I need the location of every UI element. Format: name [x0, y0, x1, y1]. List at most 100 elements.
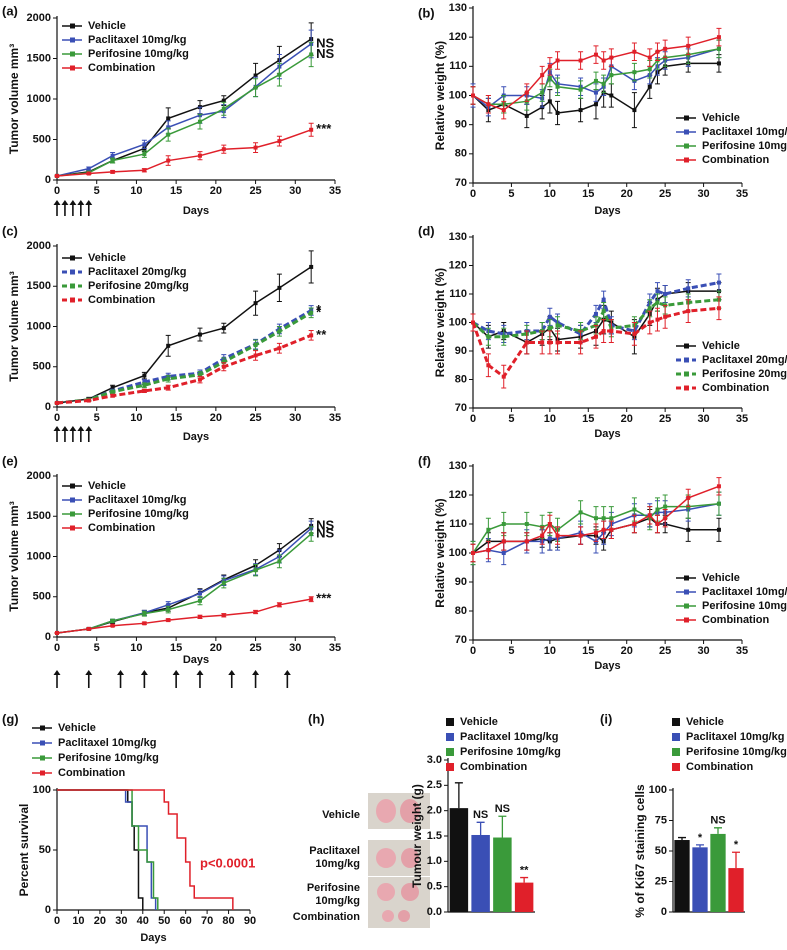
- point: [547, 340, 552, 345]
- x-tick-label: 35: [736, 413, 748, 425]
- point: [647, 513, 652, 518]
- legend-marker: [684, 385, 689, 391]
- series-line: [56, 266, 312, 404]
- dose-arrowhead: [172, 670, 180, 675]
- legend-marker: [70, 483, 75, 489]
- y-tick-label: 120: [449, 259, 467, 271]
- point: [540, 533, 545, 538]
- series-line: [56, 43, 312, 177]
- series-line: [56, 525, 312, 634]
- y-tick-label: 90: [455, 345, 467, 357]
- x-tick-label: 30: [697, 413, 709, 425]
- x-tick-label: 15: [582, 645, 594, 657]
- point: [555, 58, 560, 63]
- point: [142, 142, 147, 147]
- point: [142, 611, 147, 616]
- legend-label: Combination: [702, 154, 769, 166]
- point: [166, 602, 171, 607]
- tumour: [401, 848, 419, 868]
- error-bar: [476, 821, 485, 835]
- error-bar: [678, 836, 686, 841]
- point: [110, 169, 115, 174]
- y-tick-label: 500: [33, 591, 51, 603]
- point: [578, 340, 583, 345]
- series: [470, 477, 722, 563]
- y-tick-label: 0: [45, 401, 51, 413]
- series-line: [57, 789, 159, 910]
- point: [524, 90, 529, 95]
- point: [277, 346, 282, 351]
- point: [547, 536, 552, 541]
- point: [253, 145, 258, 150]
- point: [142, 621, 147, 626]
- x-tick-label: 5: [94, 412, 100, 424]
- point: [647, 306, 652, 311]
- point: [86, 398, 91, 403]
- y-tick-label: 80: [455, 605, 467, 617]
- point: [142, 388, 147, 393]
- y-axis-label: % of Ki67 staining cells: [633, 784, 647, 918]
- point: [540, 340, 545, 345]
- series: [54, 250, 314, 405]
- legend-label: Perifosine 10mg/kg: [702, 600, 787, 612]
- point: [166, 607, 171, 612]
- x-tick-label: 10: [130, 642, 142, 654]
- legend-label: Perifosine 10mg/kg: [686, 746, 787, 758]
- point: [221, 147, 226, 152]
- series: [470, 27, 722, 120]
- legend-marker: [70, 269, 75, 275]
- x-tick-label: 25: [659, 188, 671, 200]
- legend-label: Combination: [702, 382, 769, 394]
- legend-marker: [70, 37, 75, 43]
- legend-label: Combination: [88, 522, 155, 534]
- point: [716, 306, 721, 311]
- significance-label: **: [520, 864, 529, 876]
- x-tick-label: 15: [170, 185, 182, 197]
- significance-label: NS: [316, 35, 334, 50]
- y-tick-label: 1.5: [427, 830, 442, 842]
- legend-label: Paclitaxel 10mg/kg: [686, 731, 784, 743]
- x-tick-label: 5: [508, 645, 514, 657]
- point: [593, 516, 598, 521]
- bar: [471, 834, 490, 912]
- point: [253, 610, 258, 615]
- point: [277, 602, 282, 607]
- legend-swatch: [672, 718, 680, 726]
- point: [309, 127, 314, 132]
- panel-label: (d): [418, 223, 435, 238]
- y-tick-label: 1000: [27, 93, 51, 105]
- bar: [449, 808, 469, 912]
- point: [663, 46, 668, 51]
- significance-label: NS: [710, 815, 725, 827]
- x-tick-label: 5: [94, 185, 100, 197]
- y-tick-label: 130: [449, 460, 467, 472]
- bar: [728, 868, 744, 912]
- point: [540, 73, 545, 78]
- dose-arrowhead: [117, 670, 125, 675]
- legend-label: Perifosine 10mg/kg: [58, 752, 159, 764]
- y-tick-label: 0.0: [427, 906, 442, 918]
- legend-label: Combination: [686, 761, 753, 773]
- legend-label: Combination: [460, 761, 527, 773]
- legend-label: Paclitaxel 20mg/kg: [88, 266, 186, 278]
- point: [501, 374, 506, 379]
- legend-marker: [684, 603, 689, 609]
- bar: [710, 833, 726, 912]
- x-tick-label: 15: [582, 413, 594, 425]
- legend-label: Vehicle: [702, 112, 740, 124]
- error-bar: [454, 782, 463, 809]
- point: [609, 73, 614, 78]
- point: [593, 52, 598, 57]
- point: [197, 153, 202, 158]
- point: [55, 630, 59, 635]
- panel-label: (b): [418, 5, 435, 20]
- legend-label: Vehicle: [702, 572, 740, 584]
- dose-arrowhead: [252, 670, 260, 675]
- y-tick-label: 50: [655, 845, 667, 857]
- legend-label: Paclitaxel 10mg/kg: [58, 737, 156, 749]
- point: [486, 548, 491, 553]
- x-axis-label: Days: [594, 660, 620, 672]
- series-line: [57, 789, 234, 910]
- legend-label: Combination: [88, 62, 155, 74]
- x-tick-label: 10: [544, 645, 556, 657]
